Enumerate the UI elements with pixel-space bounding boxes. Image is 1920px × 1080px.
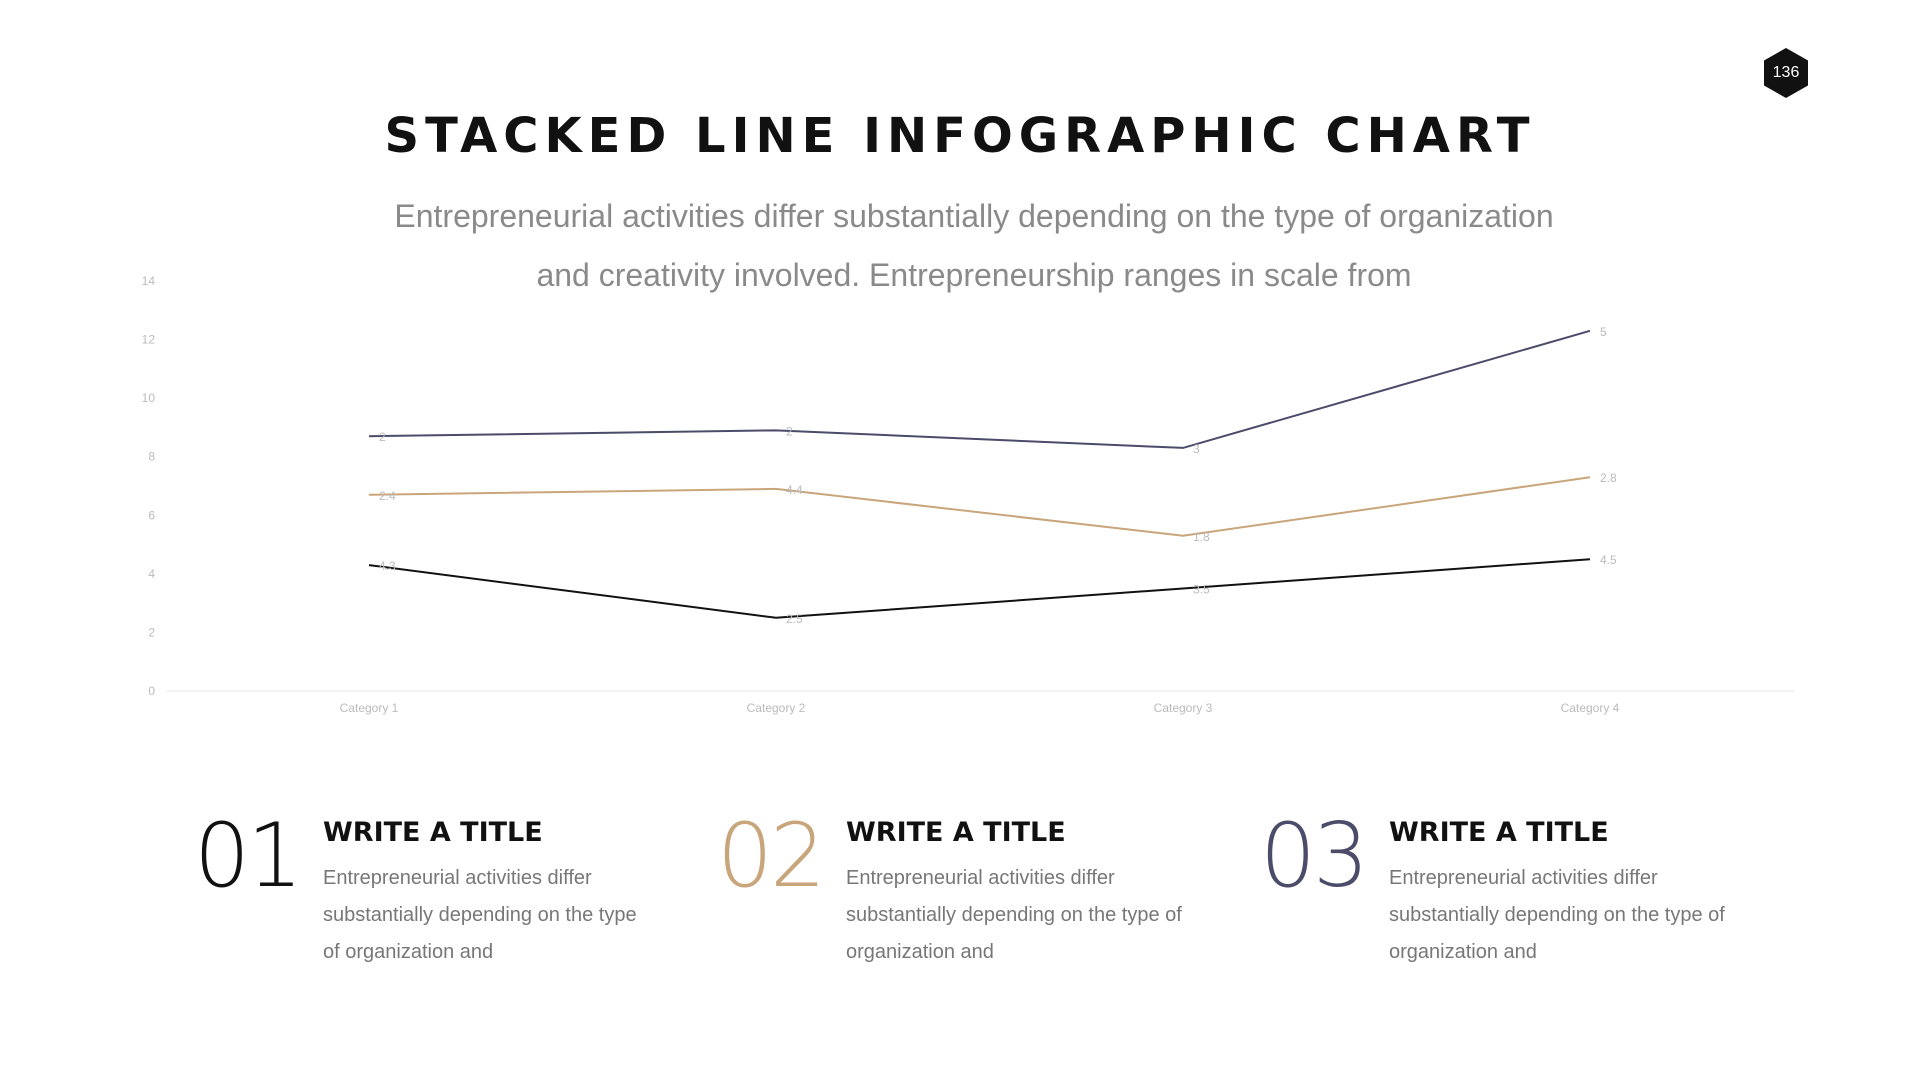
- page-number: 136: [1773, 64, 1800, 81]
- x-tick-label: Category 1: [340, 701, 399, 715]
- page-badge: [1764, 48, 1808, 98]
- item-body: Entrepreneurial activities differ substa…: [846, 867, 1182, 963]
- x-tick-label: Category 2: [747, 701, 806, 715]
- y-tick-label: 12: [142, 333, 156, 347]
- data-label: 4.3: [379, 559, 396, 573]
- item-title: WRITE A TITLE: [846, 817, 1066, 848]
- subtitle-line: Entrepreneurial activities differ substa…: [394, 198, 1554, 234]
- item-number: 03: [1260, 804, 1369, 907]
- data-label: 3.5: [1193, 583, 1210, 597]
- line: [368, 558, 1591, 619]
- y-tick-label: 6: [148, 508, 155, 522]
- item-number: 01: [194, 804, 303, 907]
- y-tick-label: 4: [148, 567, 155, 581]
- data-label: 5: [1600, 325, 1607, 339]
- data-label: 2.8: [1600, 471, 1617, 485]
- data-label: 4.5: [1600, 553, 1617, 567]
- subtitle-line: and creativity involved. Entrepreneurshi…: [536, 257, 1412, 293]
- y-tick-label: 14: [142, 274, 156, 288]
- data-label: 2: [786, 424, 793, 438]
- y-tick-label: 10: [142, 391, 156, 405]
- y-tick-label: 8: [148, 450, 155, 464]
- data-label: 2.4: [379, 489, 396, 503]
- item-body: Entrepreneurial activities differ substa…: [323, 867, 637, 963]
- x-tick-label: Category 4: [1561, 701, 1620, 715]
- data-label: 4.4: [786, 483, 803, 497]
- item-title: WRITE A TITLE: [323, 817, 543, 848]
- line: [368, 476, 1591, 537]
- y-tick-label: 0: [148, 684, 155, 698]
- item-number: 02: [717, 804, 826, 907]
- data-label: 3: [1193, 442, 1200, 456]
- item-body: Entrepreneurial activities differ substa…: [1389, 867, 1725, 963]
- data-label: 1.8: [1193, 530, 1210, 544]
- x-tick-label: Category 3: [1154, 701, 1213, 715]
- item-title: WRITE A TITLE: [1389, 817, 1609, 848]
- line: [368, 329, 1591, 449]
- y-tick-label: 2: [148, 625, 155, 639]
- slide-title: STACKED LINE INFOGRAPHIC CHART: [384, 108, 1536, 164]
- data-label: 2.5: [786, 612, 803, 626]
- data-label: 2: [379, 430, 386, 444]
